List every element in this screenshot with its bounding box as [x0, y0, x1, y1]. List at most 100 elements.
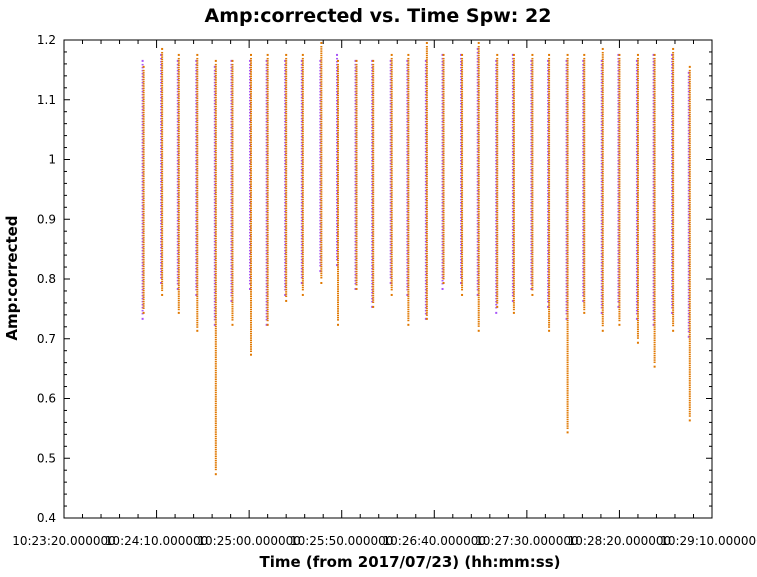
data-point — [250, 247, 252, 249]
data-point — [231, 218, 233, 220]
data-point — [215, 418, 217, 420]
data-point — [372, 233, 374, 235]
data-point — [443, 192, 445, 194]
data-point — [215, 123, 217, 125]
data-point — [320, 66, 322, 68]
data-point — [320, 233, 322, 235]
data-point — [443, 172, 445, 174]
data-point — [302, 78, 304, 80]
data-point — [231, 141, 233, 143]
data-point — [161, 204, 163, 206]
data-point — [443, 144, 445, 146]
data-point — [178, 282, 180, 284]
data-point — [196, 71, 198, 73]
data-point — [407, 269, 409, 271]
data-point-outlier — [285, 54, 287, 56]
data-point — [231, 286, 233, 288]
data-point — [372, 99, 374, 101]
data-point — [267, 117, 269, 119]
data-point — [143, 294, 145, 296]
data-point — [285, 65, 287, 67]
data-point — [285, 219, 287, 221]
data-point — [161, 85, 163, 87]
data-point — [337, 306, 339, 308]
data-point — [215, 258, 217, 260]
data-point — [215, 438, 217, 440]
data-point — [250, 260, 252, 262]
data-point — [407, 260, 409, 262]
data-point — [356, 211, 358, 213]
data-point — [178, 190, 180, 192]
data-point — [320, 81, 322, 83]
data-point — [215, 269, 217, 271]
data-point — [337, 119, 339, 121]
data-point — [443, 183, 445, 185]
data-point — [250, 98, 252, 100]
data-point — [461, 131, 463, 133]
data-point — [337, 82, 339, 84]
data-point — [337, 126, 339, 128]
data-point — [143, 307, 145, 309]
data-point — [391, 258, 393, 260]
data-point — [250, 102, 252, 104]
data-point — [337, 225, 339, 227]
data-point — [372, 273, 374, 275]
data-point — [161, 241, 163, 243]
data-point-outlier — [231, 324, 233, 326]
data-point — [407, 302, 409, 304]
data-point — [178, 113, 180, 115]
data-point — [461, 263, 463, 265]
data-point — [196, 117, 198, 119]
data-point — [461, 89, 463, 91]
data-point — [443, 60, 445, 62]
data-point — [267, 155, 269, 157]
data-point — [407, 67, 409, 69]
data-point — [426, 215, 428, 217]
data-point — [250, 271, 252, 273]
data-point — [337, 284, 339, 286]
data-point — [285, 188, 287, 190]
data-point — [143, 123, 145, 125]
data-point — [143, 200, 145, 202]
data-point — [461, 210, 463, 212]
data-point — [267, 307, 269, 309]
data-point — [337, 159, 339, 161]
data-point — [320, 64, 322, 65]
data-point — [372, 121, 374, 123]
data-point — [196, 282, 198, 284]
data-point — [320, 257, 322, 259]
data-point — [372, 293, 374, 295]
data-point — [178, 181, 180, 183]
data-point — [143, 281, 145, 283]
data-point — [461, 172, 463, 174]
data-point — [461, 91, 463, 93]
data-point — [426, 270, 428, 272]
data-point — [161, 287, 163, 289]
data-point — [337, 266, 339, 268]
data-point — [161, 63, 163, 64]
data-point — [356, 218, 358, 220]
data-point — [461, 247, 463, 249]
data-point — [356, 247, 358, 249]
data-point — [407, 175, 409, 177]
data-point — [372, 198, 374, 200]
data-point — [215, 225, 217, 227]
data-point — [215, 143, 217, 145]
data-point — [461, 146, 463, 148]
data-point — [196, 214, 198, 216]
data-point — [461, 225, 463, 227]
data-point — [250, 146, 252, 148]
data-point — [178, 197, 180, 199]
data-point — [407, 274, 409, 276]
data-point — [337, 178, 339, 180]
data-point — [372, 150, 374, 152]
data-point — [143, 292, 145, 294]
data-point-outlier — [142, 60, 144, 62]
data-point — [407, 137, 409, 139]
data-point — [267, 260, 269, 262]
data-point — [407, 318, 409, 320]
data-point — [302, 252, 304, 254]
data-point — [320, 229, 322, 231]
data-point — [267, 115, 269, 117]
data-point — [443, 139, 445, 141]
